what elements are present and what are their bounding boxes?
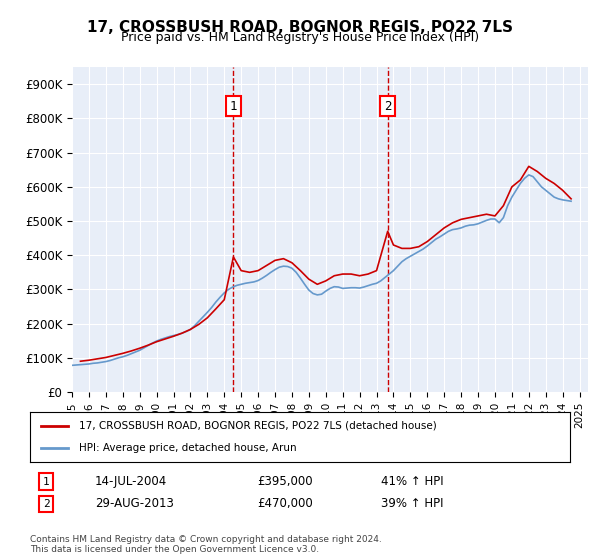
- Text: £470,000: £470,000: [257, 497, 313, 510]
- Text: 2: 2: [43, 499, 50, 509]
- Text: 1: 1: [230, 100, 237, 113]
- Text: 17, CROSSBUSH ROAD, BOGNOR REGIS, PO22 7LS: 17, CROSSBUSH ROAD, BOGNOR REGIS, PO22 7…: [87, 20, 513, 35]
- Text: 17, CROSSBUSH ROAD, BOGNOR REGIS, PO22 7LS (detached house): 17, CROSSBUSH ROAD, BOGNOR REGIS, PO22 7…: [79, 421, 436, 431]
- Text: 41% ↑ HPI: 41% ↑ HPI: [381, 475, 443, 488]
- Text: 2: 2: [384, 100, 391, 113]
- Text: 14-JUL-2004: 14-JUL-2004: [95, 475, 167, 488]
- Text: 39% ↑ HPI: 39% ↑ HPI: [381, 497, 443, 510]
- Text: HPI: Average price, detached house, Arun: HPI: Average price, detached house, Arun: [79, 443, 296, 453]
- Text: 29-AUG-2013: 29-AUG-2013: [95, 497, 173, 510]
- Text: Price paid vs. HM Land Registry's House Price Index (HPI): Price paid vs. HM Land Registry's House …: [121, 31, 479, 44]
- Text: 1: 1: [43, 477, 50, 487]
- Text: Contains HM Land Registry data © Crown copyright and database right 2024.
This d: Contains HM Land Registry data © Crown c…: [30, 535, 382, 554]
- Text: £395,000: £395,000: [257, 475, 313, 488]
